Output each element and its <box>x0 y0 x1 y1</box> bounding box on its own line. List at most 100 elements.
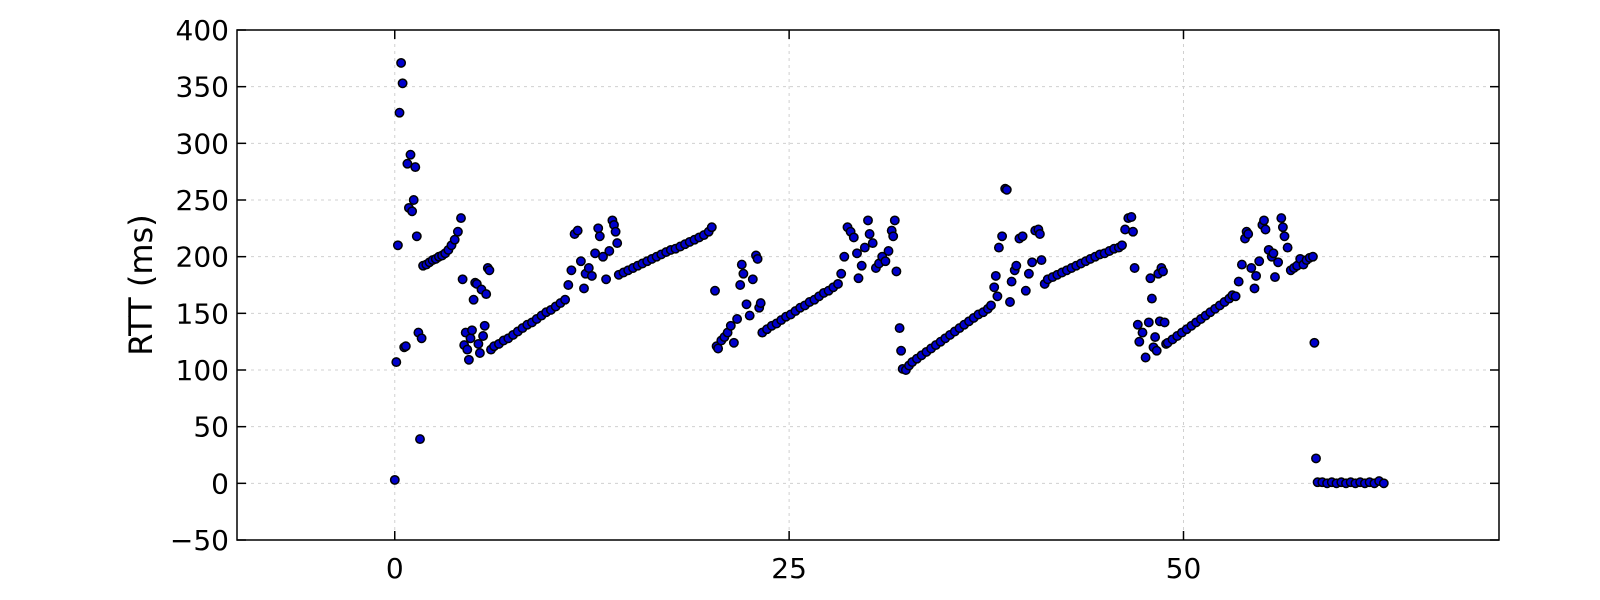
data-point <box>1034 229 1045 239</box>
data-point <box>389 474 400 485</box>
data-point <box>1260 224 1271 235</box>
data-point <box>839 251 850 262</box>
data-point <box>1023 268 1034 279</box>
data-point <box>396 57 407 68</box>
data-point <box>1268 248 1279 259</box>
data-point <box>392 240 403 251</box>
y-tick-label: 100 <box>176 354 229 387</box>
plot-frame <box>236 29 1500 541</box>
data-point <box>579 283 589 294</box>
y-tick-label: 350 <box>176 71 229 104</box>
data-point <box>741 299 752 310</box>
data-point <box>728 337 739 348</box>
data-point <box>891 266 902 277</box>
data-points <box>389 57 1389 489</box>
data-point <box>481 289 492 300</box>
data-point <box>1273 257 1284 268</box>
data-point <box>848 232 859 243</box>
data-point <box>1254 256 1265 267</box>
data-point <box>415 434 425 445</box>
data-point <box>1282 242 1293 253</box>
x-tick-label: 50 <box>1166 552 1202 585</box>
y-tick-label: 400 <box>176 14 229 47</box>
data-point <box>1137 327 1148 338</box>
data-point <box>1276 213 1287 224</box>
data-point <box>1145 273 1156 284</box>
data-point <box>744 310 755 321</box>
data-point <box>732 314 743 324</box>
data-point <box>1129 263 1140 273</box>
data-point <box>452 226 463 237</box>
y-tick-label: 300 <box>176 127 229 160</box>
data-point <box>1128 226 1138 237</box>
data-point <box>986 300 996 311</box>
data-point <box>410 162 421 173</box>
data-point <box>407 206 418 217</box>
data-point <box>1309 337 1320 348</box>
data-point <box>713 343 724 354</box>
data-point <box>1005 297 1015 307</box>
data-point <box>456 213 466 224</box>
data-point <box>752 253 763 264</box>
y-tick-label: 150 <box>176 297 229 330</box>
data-point <box>612 238 623 249</box>
data-point <box>397 78 408 89</box>
data-point <box>563 280 574 290</box>
data-point <box>463 354 474 365</box>
data-point <box>1036 255 1047 266</box>
data-point <box>449 234 460 245</box>
data-point <box>1126 212 1137 222</box>
data-point <box>1132 319 1143 330</box>
data-point <box>572 225 583 236</box>
data-point <box>853 273 864 284</box>
data-point <box>391 357 402 368</box>
data-point <box>594 231 605 242</box>
x-tick-label: 25 <box>771 552 807 585</box>
data-point <box>880 256 891 267</box>
x-tick-label: 0 <box>386 552 404 585</box>
data-point <box>610 226 621 237</box>
data-point <box>735 280 746 290</box>
data-point <box>484 265 495 276</box>
tick-labels: −50 0 50 100 150 200 250 300 350 400 0 25 50 <box>170 14 1201 585</box>
data-point <box>1020 285 1031 296</box>
data-point <box>836 268 847 279</box>
data-point <box>604 246 615 256</box>
data-point <box>1027 257 1038 268</box>
data-point <box>479 320 490 331</box>
data-point <box>1307 251 1318 262</box>
data-point <box>867 238 878 249</box>
data-point <box>457 274 468 285</box>
data-point <box>1243 229 1254 239</box>
data-point <box>1120 224 1131 235</box>
data-point <box>394 107 405 118</box>
data-point <box>468 294 479 305</box>
data-point <box>755 298 766 309</box>
data-point <box>1011 260 1022 271</box>
data-point <box>725 320 736 331</box>
data-point <box>462 344 473 355</box>
data-point <box>1236 259 1247 270</box>
data-point <box>1158 266 1168 277</box>
data-point <box>738 268 749 279</box>
data-point <box>1246 263 1257 273</box>
data-point <box>990 270 1001 281</box>
y-tick-label: 200 <box>176 241 229 274</box>
data-point <box>405 149 416 160</box>
data-point <box>863 215 873 226</box>
data-point <box>1233 276 1244 287</box>
data-point <box>586 270 597 281</box>
data-point <box>856 260 867 271</box>
data-point <box>465 333 476 344</box>
data-point <box>1251 270 1262 281</box>
data-point <box>997 231 1008 242</box>
data-point <box>1006 276 1017 287</box>
data-point <box>1311 453 1321 464</box>
data-point <box>883 246 894 256</box>
data-point <box>1378 478 1389 489</box>
data-point <box>1143 317 1154 328</box>
data-point <box>590 248 601 259</box>
grid-lines <box>237 29 1499 541</box>
data-point <box>560 294 571 305</box>
data-point <box>1151 345 1162 356</box>
